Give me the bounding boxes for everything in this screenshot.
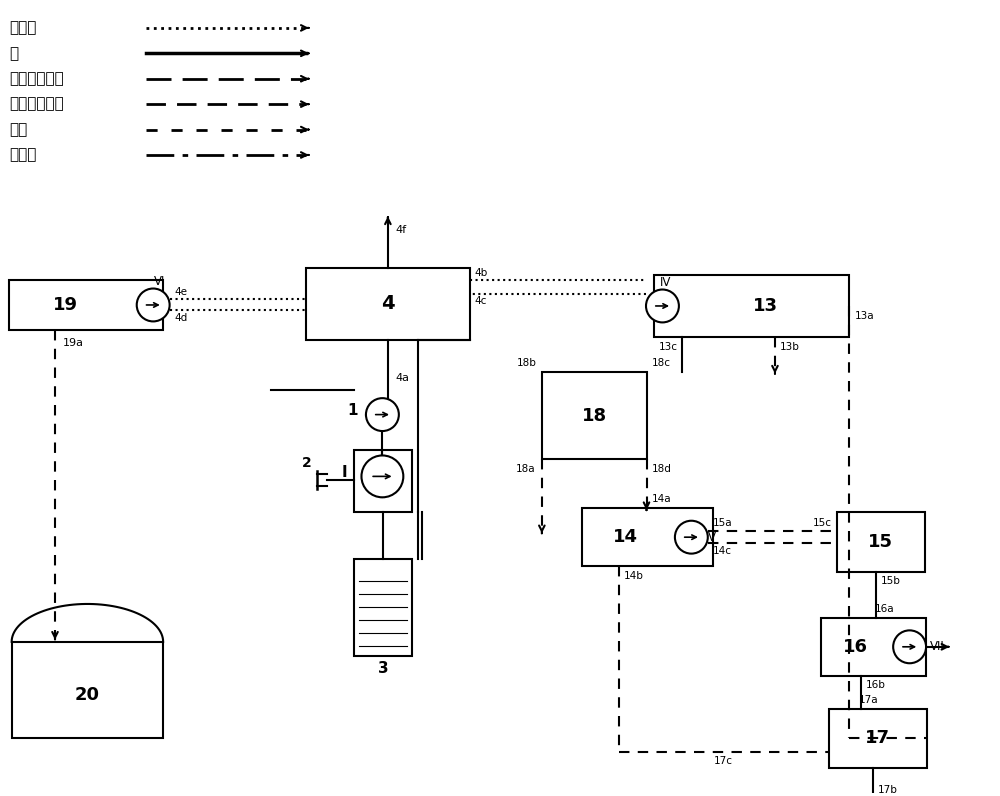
Bar [12,642,163,739]
Bar [9,280,163,330]
Text: 水蕲汽: 水蕲汽 [10,147,37,162]
Bar [542,372,647,459]
Text: 4a: 4a [396,373,410,383]
Bar [306,268,470,340]
Text: 18b: 18b [517,357,537,368]
Text: 氢气: 氢气 [10,122,28,137]
Text: 13: 13 [753,297,778,315]
Text: 13a: 13a [855,311,874,321]
Text: 14: 14 [613,529,638,546]
Text: 16: 16 [843,638,868,656]
Text: 18d: 18d [651,464,671,474]
Text: 15c: 15c [813,518,832,529]
Text: VI: VI [154,275,166,288]
Text: 17c: 17c [714,755,733,766]
Text: 4f: 4f [396,225,407,236]
Circle shape [675,521,708,554]
Text: I: I [342,465,347,480]
Text: 4e: 4e [175,287,188,297]
Text: 15b: 15b [881,576,901,586]
Text: 14c: 14c [713,546,732,556]
Bar [354,451,412,513]
Text: VII: VII [930,640,944,654]
Text: 4b: 4b [474,268,487,278]
Text: 13c: 13c [658,341,677,352]
Circle shape [366,398,399,431]
Text: IV: IV [659,276,671,289]
Bar [829,708,927,768]
Bar [582,509,713,566]
Text: 18: 18 [582,407,607,424]
Text: 15a: 15a [713,518,733,529]
Text: 15: 15 [868,533,893,551]
Text: 3: 3 [378,661,389,677]
Text: 18c: 18c [651,357,670,368]
Text: 16b: 16b [866,680,886,689]
Text: 溢化锂稀溶液: 溢化锂稀溶液 [10,96,64,111]
Bar [354,559,412,656]
Text: 19a: 19a [63,338,84,348]
Bar [821,618,926,676]
Circle shape [646,290,679,322]
Text: 溢化锂浓溶液: 溢化锂浓溶液 [10,71,64,86]
Text: 18a: 18a [516,464,536,474]
Text: 19: 19 [53,296,78,314]
Text: 1: 1 [347,403,358,418]
Text: 13b: 13b [780,341,800,352]
Circle shape [893,630,926,663]
Bar [654,275,849,337]
Text: 14b: 14b [624,571,643,581]
Text: 导热油: 导热油 [10,21,37,35]
Circle shape [137,288,170,322]
Text: 17b: 17b [878,786,898,795]
Bar [837,513,925,572]
Text: 17a: 17a [859,695,878,704]
Circle shape [361,455,403,498]
Text: 20: 20 [75,686,100,704]
Text: 4d: 4d [175,314,188,323]
Text: 14a: 14a [651,494,671,505]
Text: 2: 2 [302,456,312,470]
Text: 16a: 16a [874,604,894,614]
Text: 4c: 4c [474,296,486,306]
Text: 水: 水 [10,46,19,60]
Text: 17: 17 [865,729,890,747]
Text: V: V [708,531,716,544]
Text: 4: 4 [381,295,395,314]
